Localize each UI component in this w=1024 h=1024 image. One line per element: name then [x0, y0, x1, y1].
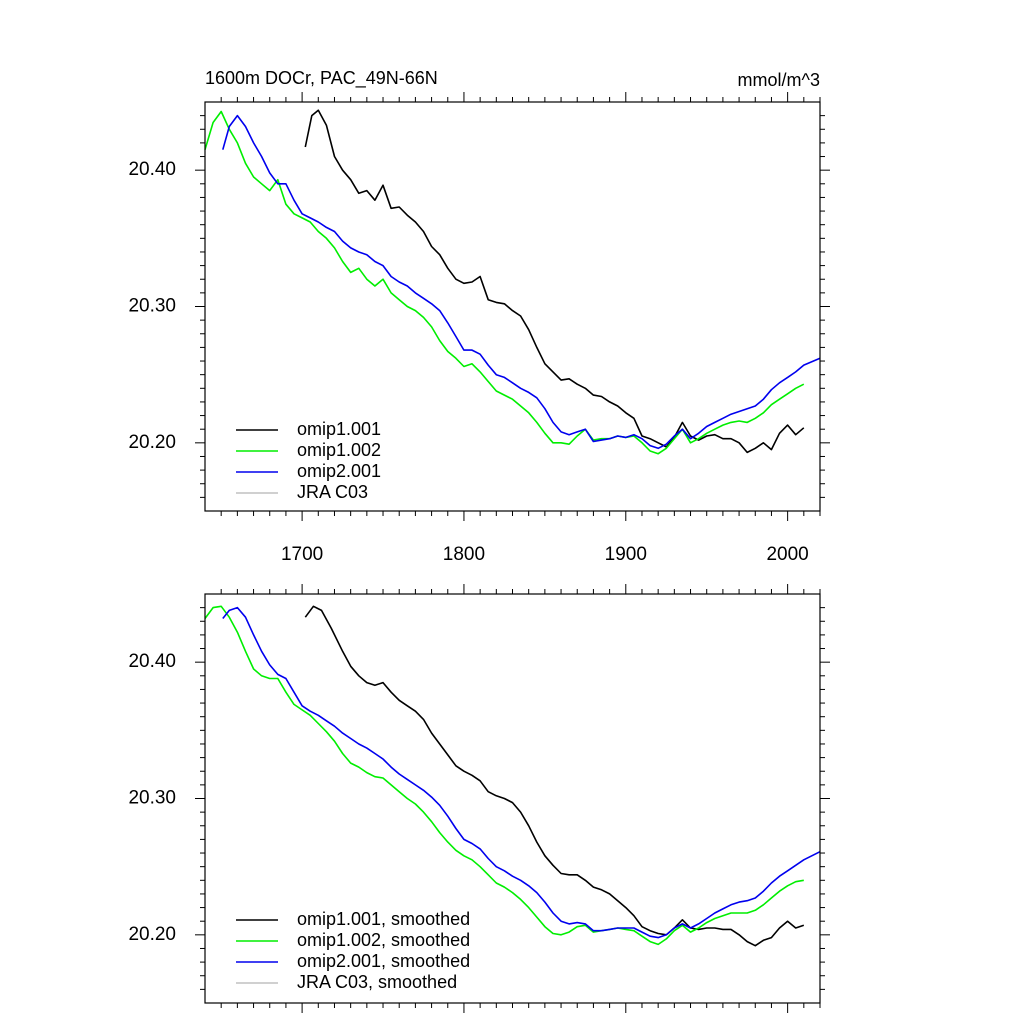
y-tick-label: 20.40: [128, 159, 176, 180]
chart-title: 1600m DOCr, PAC_49N-66N: [205, 68, 438, 89]
bottom-panel: 20.20 20.30 20.40 omip1.001, smoothed om…: [128, 584, 830, 1013]
top-panel: 20.20 20.30 20.40 1700 1800 1900 2000 16…: [128, 68, 830, 565]
legend-label-omip2-001-smoothed: omip2.001, smoothed: [297, 951, 470, 971]
legend-label-omip1-001: omip1.001: [297, 419, 381, 439]
series-line-omip1-002-smoothed: [204, 605, 804, 946]
series-line-omip2-001: [222, 114, 821, 450]
bottom-panel-ticks: [195, 584, 830, 1013]
legend-label-jra-c03: JRA C03: [297, 482, 368, 502]
legend-entry: omip2.001: [236, 461, 381, 481]
top-panel-series: [204, 109, 821, 455]
legend-label-omip2-001: omip2.001: [297, 461, 381, 481]
units-label: mmol/m^3: [738, 70, 820, 90]
y-tick-label: 20.40: [128, 651, 176, 672]
legend-label-omip1-001-smoothed: omip1.001, smoothed: [297, 909, 470, 929]
top-panel-x-tick-labels: 1700 1800 1900 2000: [281, 544, 809, 565]
x-tick-label: 1900: [605, 544, 647, 565]
y-tick-label: 20.20: [128, 924, 176, 945]
top-panel-ticks: [195, 92, 830, 521]
legend-entry: JRA C03: [236, 482, 368, 502]
bottom-panel-y-tick-labels: 20.20 20.30 20.40: [128, 651, 176, 945]
series-line-omip1-001: [304, 109, 805, 454]
bottom-panel-series: [204, 605, 821, 947]
top-panel-y-tick-labels: 20.20 20.30 20.40: [128, 159, 176, 453]
legend-label-omip1-002-smoothed: omip1.002, smoothed: [297, 930, 470, 950]
series-line-omip2-001-smoothed: [222, 606, 821, 939]
x-tick-label: 2000: [766, 544, 808, 565]
series-line-omip1-002: [204, 110, 805, 455]
y-tick-label: 20.30: [128, 296, 176, 317]
bottom-panel-legend: omip1.001, smoothed omip1.002, smoothed …: [236, 909, 470, 992]
y-tick-label: 20.30: [128, 788, 176, 809]
legend-entry: omip1.002, smoothed: [236, 930, 470, 950]
legend-entry: omip2.001, smoothed: [236, 951, 470, 971]
legend-entry: omip1.001: [236, 419, 381, 439]
series-line-omip1-001-smoothed: [304, 605, 805, 947]
y-tick-label: 20.20: [128, 432, 176, 453]
legend-label-jra-c03-smoothed: JRA C03, smoothed: [297, 972, 457, 992]
x-tick-label: 1800: [443, 544, 485, 565]
legend-label-omip1-002: omip1.002: [297, 440, 381, 460]
legend-entry: omip1.001, smoothed: [236, 909, 470, 929]
legend-entry: omip1.002: [236, 440, 381, 460]
x-tick-label: 1700: [281, 544, 323, 565]
top-panel-legend: omip1.001 omip1.002 omip2.001 JRA C03: [236, 419, 381, 502]
legend-entry: JRA C03, smoothed: [236, 972, 457, 992]
